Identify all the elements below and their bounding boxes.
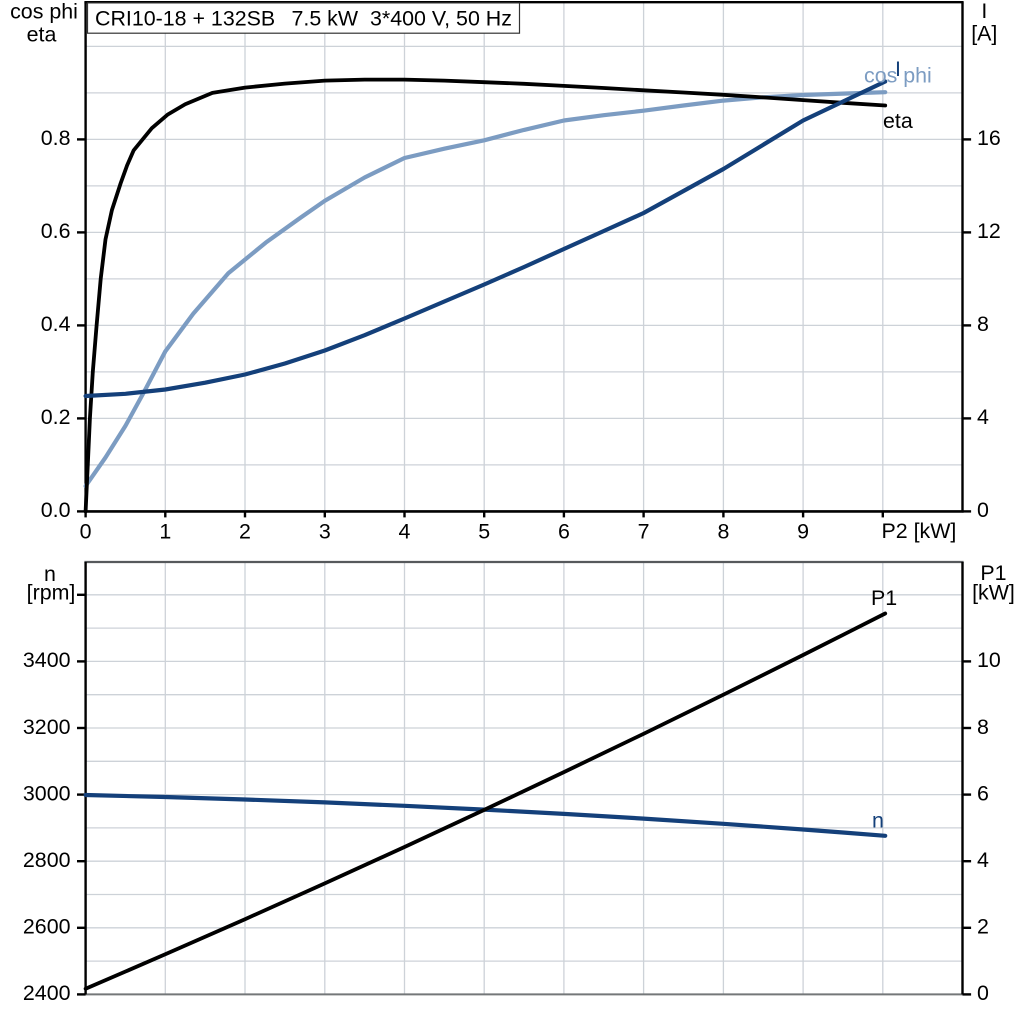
svg-text:1: 1 (159, 519, 171, 543)
svg-text:4: 4 (399, 519, 411, 543)
svg-text:0.0: 0.0 (41, 498, 71, 522)
svg-text:2: 2 (977, 915, 989, 939)
svg-text:n: n (872, 809, 884, 833)
svg-text:0: 0 (977, 498, 989, 522)
svg-text:10: 10 (977, 648, 1001, 672)
svg-text:0.4: 0.4 (41, 312, 71, 336)
svg-text:eta: eta (883, 109, 913, 133)
svg-text:16: 16 (977, 126, 1001, 150)
svg-text:4: 4 (977, 405, 989, 429)
svg-text:cos phi: cos phi (864, 64, 932, 88)
svg-text:4: 4 (977, 848, 989, 872)
svg-text:P1: P1 (980, 561, 1006, 585)
svg-text:cos phi: cos phi (10, 0, 78, 24)
svg-text:0: 0 (977, 981, 989, 1005)
svg-text:2: 2 (239, 519, 251, 543)
svg-text:7.5 kW: 7.5 kW (292, 7, 359, 31)
svg-text:[A]: [A] (971, 22, 997, 46)
svg-text:2600: 2600 (23, 915, 71, 939)
svg-text:2800: 2800 (23, 848, 71, 872)
svg-text:I: I (981, 0, 987, 23)
svg-text:P1: P1 (871, 586, 897, 610)
svg-text:12: 12 (977, 219, 1001, 243)
svg-text:I: I (895, 57, 901, 81)
svg-text:7: 7 (638, 519, 650, 543)
svg-text:eta: eta (27, 23, 57, 47)
svg-text:8: 8 (977, 312, 989, 336)
svg-text:5: 5 (478, 519, 490, 543)
svg-text:8: 8 (717, 519, 729, 543)
svg-text:0.2: 0.2 (41, 405, 71, 429)
svg-text:3400: 3400 (23, 648, 71, 672)
svg-text:P2 [kW]: P2 [kW] (882, 519, 957, 543)
svg-text:6: 6 (558, 519, 570, 543)
svg-text:3200: 3200 (23, 715, 71, 739)
svg-text:3: 3 (319, 519, 331, 543)
svg-text:0.8: 0.8 (41, 126, 71, 150)
svg-text:0.6: 0.6 (41, 219, 71, 243)
svg-text:6: 6 (977, 781, 989, 805)
svg-text:9: 9 (797, 519, 809, 543)
svg-text:3*400 V, 50 Hz: 3*400 V, 50 Hz (370, 7, 512, 31)
svg-text:[kW]: [kW] (972, 581, 1015, 605)
svg-text:2400: 2400 (23, 981, 71, 1005)
svg-text:8: 8 (977, 715, 989, 739)
svg-text:CRI10-18 + 132SB: CRI10-18 + 132SB (95, 7, 275, 31)
svg-text:0: 0 (80, 519, 92, 543)
svg-text:3000: 3000 (23, 781, 71, 805)
svg-text:n: n (44, 562, 56, 586)
svg-text:[rpm]: [rpm] (27, 581, 76, 605)
